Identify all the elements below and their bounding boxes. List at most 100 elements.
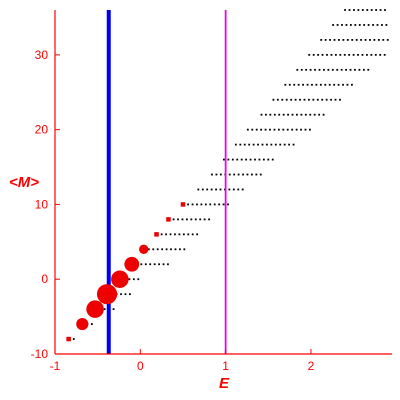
level-row: [272, 98, 341, 101]
level-dot: [277, 128, 280, 131]
level-dot: [237, 188, 240, 191]
level-dot: [156, 248, 159, 251]
level-dot: [187, 233, 190, 236]
level-dot: [194, 218, 197, 221]
y-tick-label: 30: [35, 48, 49, 62]
level-dot: [269, 113, 272, 116]
level-dot: [258, 158, 261, 161]
level-dot: [349, 68, 352, 71]
level-dot: [382, 39, 385, 41]
level-dot: [343, 53, 346, 56]
level-dot: [321, 98, 324, 101]
data-point: [86, 300, 104, 318]
level-dot: [255, 128, 258, 131]
level-dot: [294, 98, 297, 101]
level-dot: [261, 143, 264, 146]
level-dot: [333, 83, 336, 86]
level-dot: [286, 128, 289, 131]
level-dot: [190, 218, 193, 221]
level-dot: [219, 173, 222, 176]
level-dot: [200, 203, 203, 206]
level-dot: [344, 9, 346, 11]
level-dot: [178, 233, 181, 236]
level-dot: [231, 158, 234, 161]
data-point: [139, 244, 149, 255]
level-dot: [245, 158, 248, 161]
level-dot: [331, 68, 334, 71]
level-dot: [320, 39, 323, 41]
level-dot: [239, 143, 242, 146]
level-dot: [309, 113, 312, 116]
level-row: [246, 128, 311, 131]
level-dot: [272, 98, 275, 101]
level-dot: [273, 128, 276, 131]
level-dot: [167, 263, 169, 266]
data-point: [180, 202, 186, 207]
level-dot: [265, 113, 267, 116]
level-dot: [233, 173, 236, 176]
level-dot: [201, 188, 204, 191]
level-dot: [248, 143, 251, 146]
level-dot: [158, 263, 160, 266]
level-dot: [257, 143, 259, 146]
level-dot: [228, 188, 231, 191]
level-dot: [186, 218, 188, 221]
level-row: [72, 338, 75, 340]
level-dot: [383, 53, 386, 56]
level-dot: [174, 233, 176, 236]
level-dot: [287, 113, 289, 116]
level-dot: [349, 24, 352, 26]
level-dot: [362, 68, 365, 71]
level-dot: [232, 188, 235, 191]
level-dot: [182, 233, 185, 236]
level-dot: [284, 83, 287, 86]
level-dot: [317, 53, 320, 56]
level-dot: [300, 68, 303, 71]
level-dot: [199, 218, 202, 221]
x-tick-label: 0: [137, 359, 144, 373]
level-dot: [219, 188, 222, 191]
level-dot: [290, 98, 293, 101]
data-point: [124, 256, 140, 272]
level-dot: [324, 39, 327, 41]
level-dot: [228, 173, 231, 176]
level-dot: [227, 203, 229, 206]
level-dot: [379, 9, 382, 11]
level-dot: [283, 143, 286, 146]
level-dot: [346, 83, 349, 86]
level-dot: [120, 293, 122, 296]
level-dot: [329, 39, 331, 41]
level-dot: [251, 128, 254, 131]
x-tick-label: -1: [50, 359, 61, 373]
level-dot: [366, 53, 368, 56]
level-row: [211, 173, 262, 176]
level-dot: [337, 83, 340, 86]
level-dot: [144, 263, 147, 266]
level-dot: [124, 293, 127, 296]
level-dot: [332, 24, 335, 26]
level-dot: [112, 308, 115, 311]
level-dot: [165, 233, 167, 236]
y-tick-label: 0: [41, 272, 48, 286]
level-dot: [295, 128, 298, 131]
level-dot: [72, 338, 75, 340]
level-dot: [260, 113, 263, 116]
level-dot: [264, 128, 267, 131]
level-dot: [269, 128, 271, 131]
axes: [54, 10, 392, 355]
level-row: [344, 9, 386, 11]
level-dot: [330, 53, 333, 56]
level-dot: [128, 278, 131, 281]
data-point: [76, 318, 89, 331]
level-dot: [240, 158, 243, 161]
level-dot: [312, 98, 315, 101]
level-dot: [288, 143, 291, 146]
level-dot: [309, 128, 311, 131]
level-dot: [288, 83, 291, 86]
level-dot: [384, 9, 386, 11]
level-dot: [270, 143, 273, 146]
level-dot: [191, 203, 194, 206]
level-dot: [196, 203, 198, 206]
level-row: [136, 263, 169, 266]
